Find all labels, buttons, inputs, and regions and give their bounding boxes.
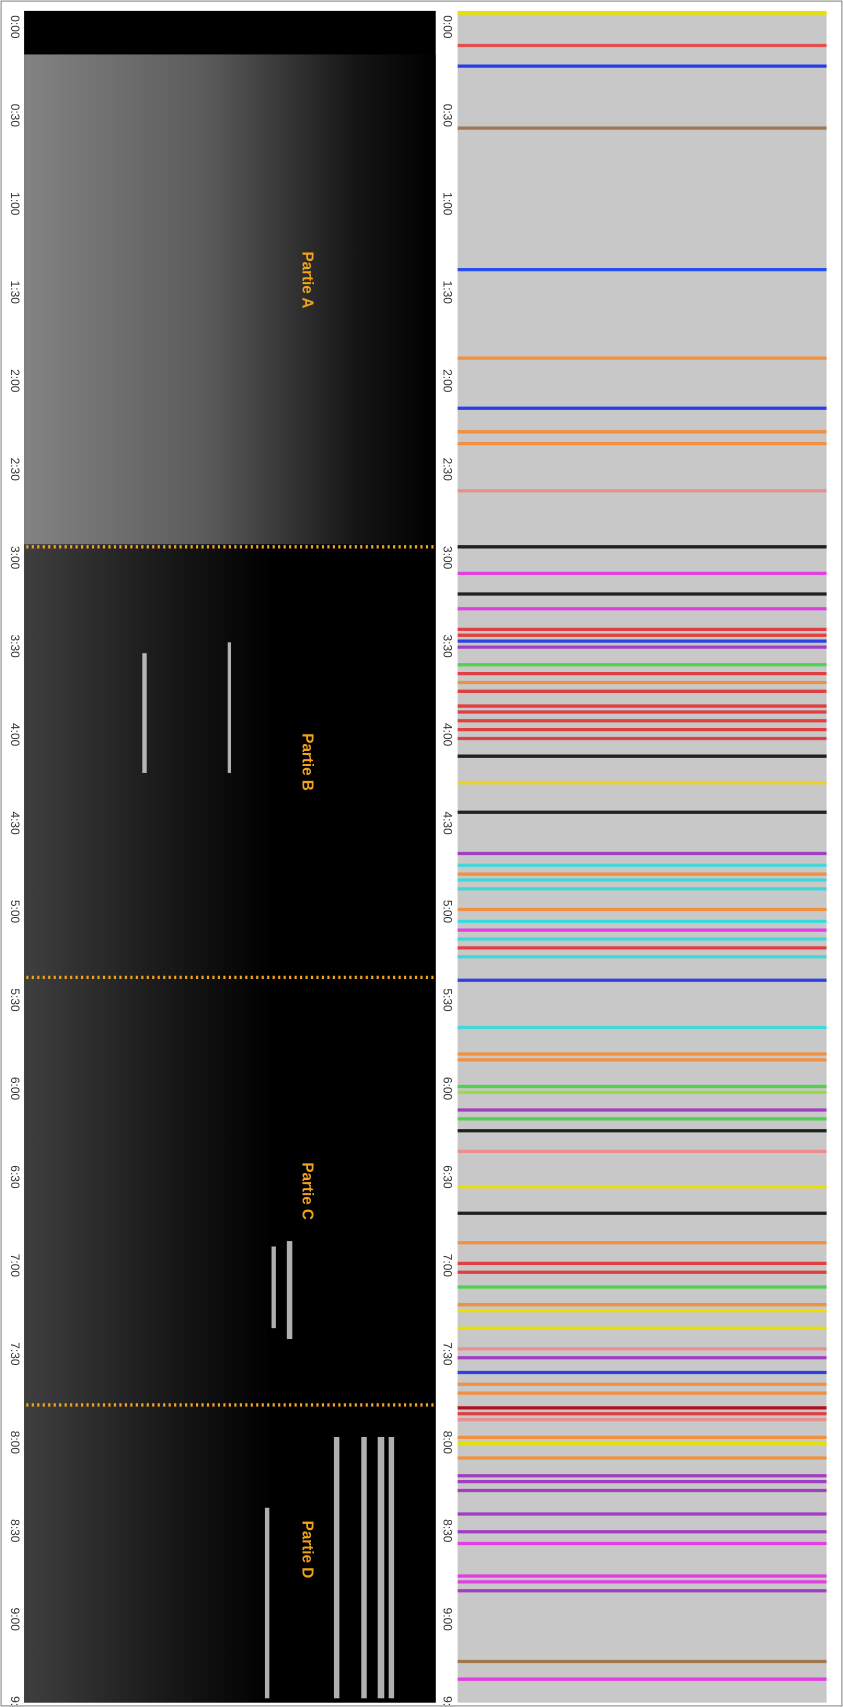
spectrogram-energy (24, 54, 436, 545)
time-tick-label: 5:00 (8, 900, 22, 924)
time-tick-label: 4:30 (8, 811, 22, 835)
time-tick-label: 5:30 (8, 988, 22, 1012)
time-tick-label: 0:30 (8, 104, 22, 128)
event-panel (457, 10, 827, 1703)
section-label: Partie C (298, 1162, 315, 1220)
time-tick-label: 6:00 (440, 1077, 454, 1101)
time-tick-label: 6:30 (440, 1165, 454, 1189)
time-tick-label: 1:30 (8, 281, 22, 305)
time-tick-label: 2:00 (440, 369, 454, 393)
section-dividers (26, 545, 436, 1407)
time-tick-label: 8:00 (8, 1431, 22, 1455)
section-label: Partie A (298, 251, 315, 308)
time-tick-label: 1:00 (8, 192, 22, 216)
time-tick-label: 3:00 (440, 546, 454, 570)
time-tick-label: 4:30 (440, 811, 454, 835)
time-tick-label: 2:00 (8, 369, 22, 393)
time-tick-label: 9:00 (440, 1608, 454, 1632)
time-tick-label: 3:00 (8, 546, 22, 570)
spectrogram-streaks (142, 642, 395, 1699)
time-tick-label: 0:30 (440, 104, 454, 128)
time-tick-label: 7:00 (440, 1254, 454, 1278)
section-label: Partie D (298, 1521, 315, 1579)
time-axes: 0:00 0:00 0:30 0:30 1:00 1:00 1:30 1:30 2:00 2:00… (8, 15, 454, 1707)
section-labels: Partie A Partie B Partie C Partie D (298, 251, 315, 1578)
time-tick-label: 4:00 (8, 723, 22, 747)
time-tick-label: 8:00 (440, 1431, 454, 1455)
time-tick-label: 9:30 (440, 1696, 454, 1707)
time-tick-label: 0:00 (440, 15, 454, 39)
events (457, 11, 827, 1681)
time-tick-label: 8:30 (440, 1519, 454, 1543)
time-tick-label: 3:30 (8, 635, 22, 659)
time-tick-label: 4:00 (440, 723, 454, 747)
time-tick-label: 3:30 (440, 635, 454, 659)
time-tick-label: 7:30 (440, 1342, 454, 1366)
time-tick-label: 2:30 (8, 458, 22, 482)
time-tick-label: 6:00 (8, 1077, 22, 1101)
time-tick-label: 7:00 (8, 1254, 22, 1278)
time-tick-label: 8:30 (8, 1519, 22, 1543)
section-label: Partie B (298, 733, 315, 791)
time-tick-label: 7:30 (8, 1342, 22, 1366)
time-tick-label: 5:30 (440, 988, 454, 1012)
time-tick-label: 5:00 (440, 900, 454, 924)
time-tick-label: 1:30 (440, 281, 454, 305)
time-tick-label: 2:30 (440, 458, 454, 482)
time-tick-label: 0:00 (8, 15, 22, 39)
time-tick-label: 9:30 (8, 1696, 22, 1707)
time-tick-label: 6:30 (8, 1165, 22, 1189)
time-tick-label: 9:00 (8, 1608, 22, 1632)
time-tick-label: 1:00 (440, 192, 454, 216)
